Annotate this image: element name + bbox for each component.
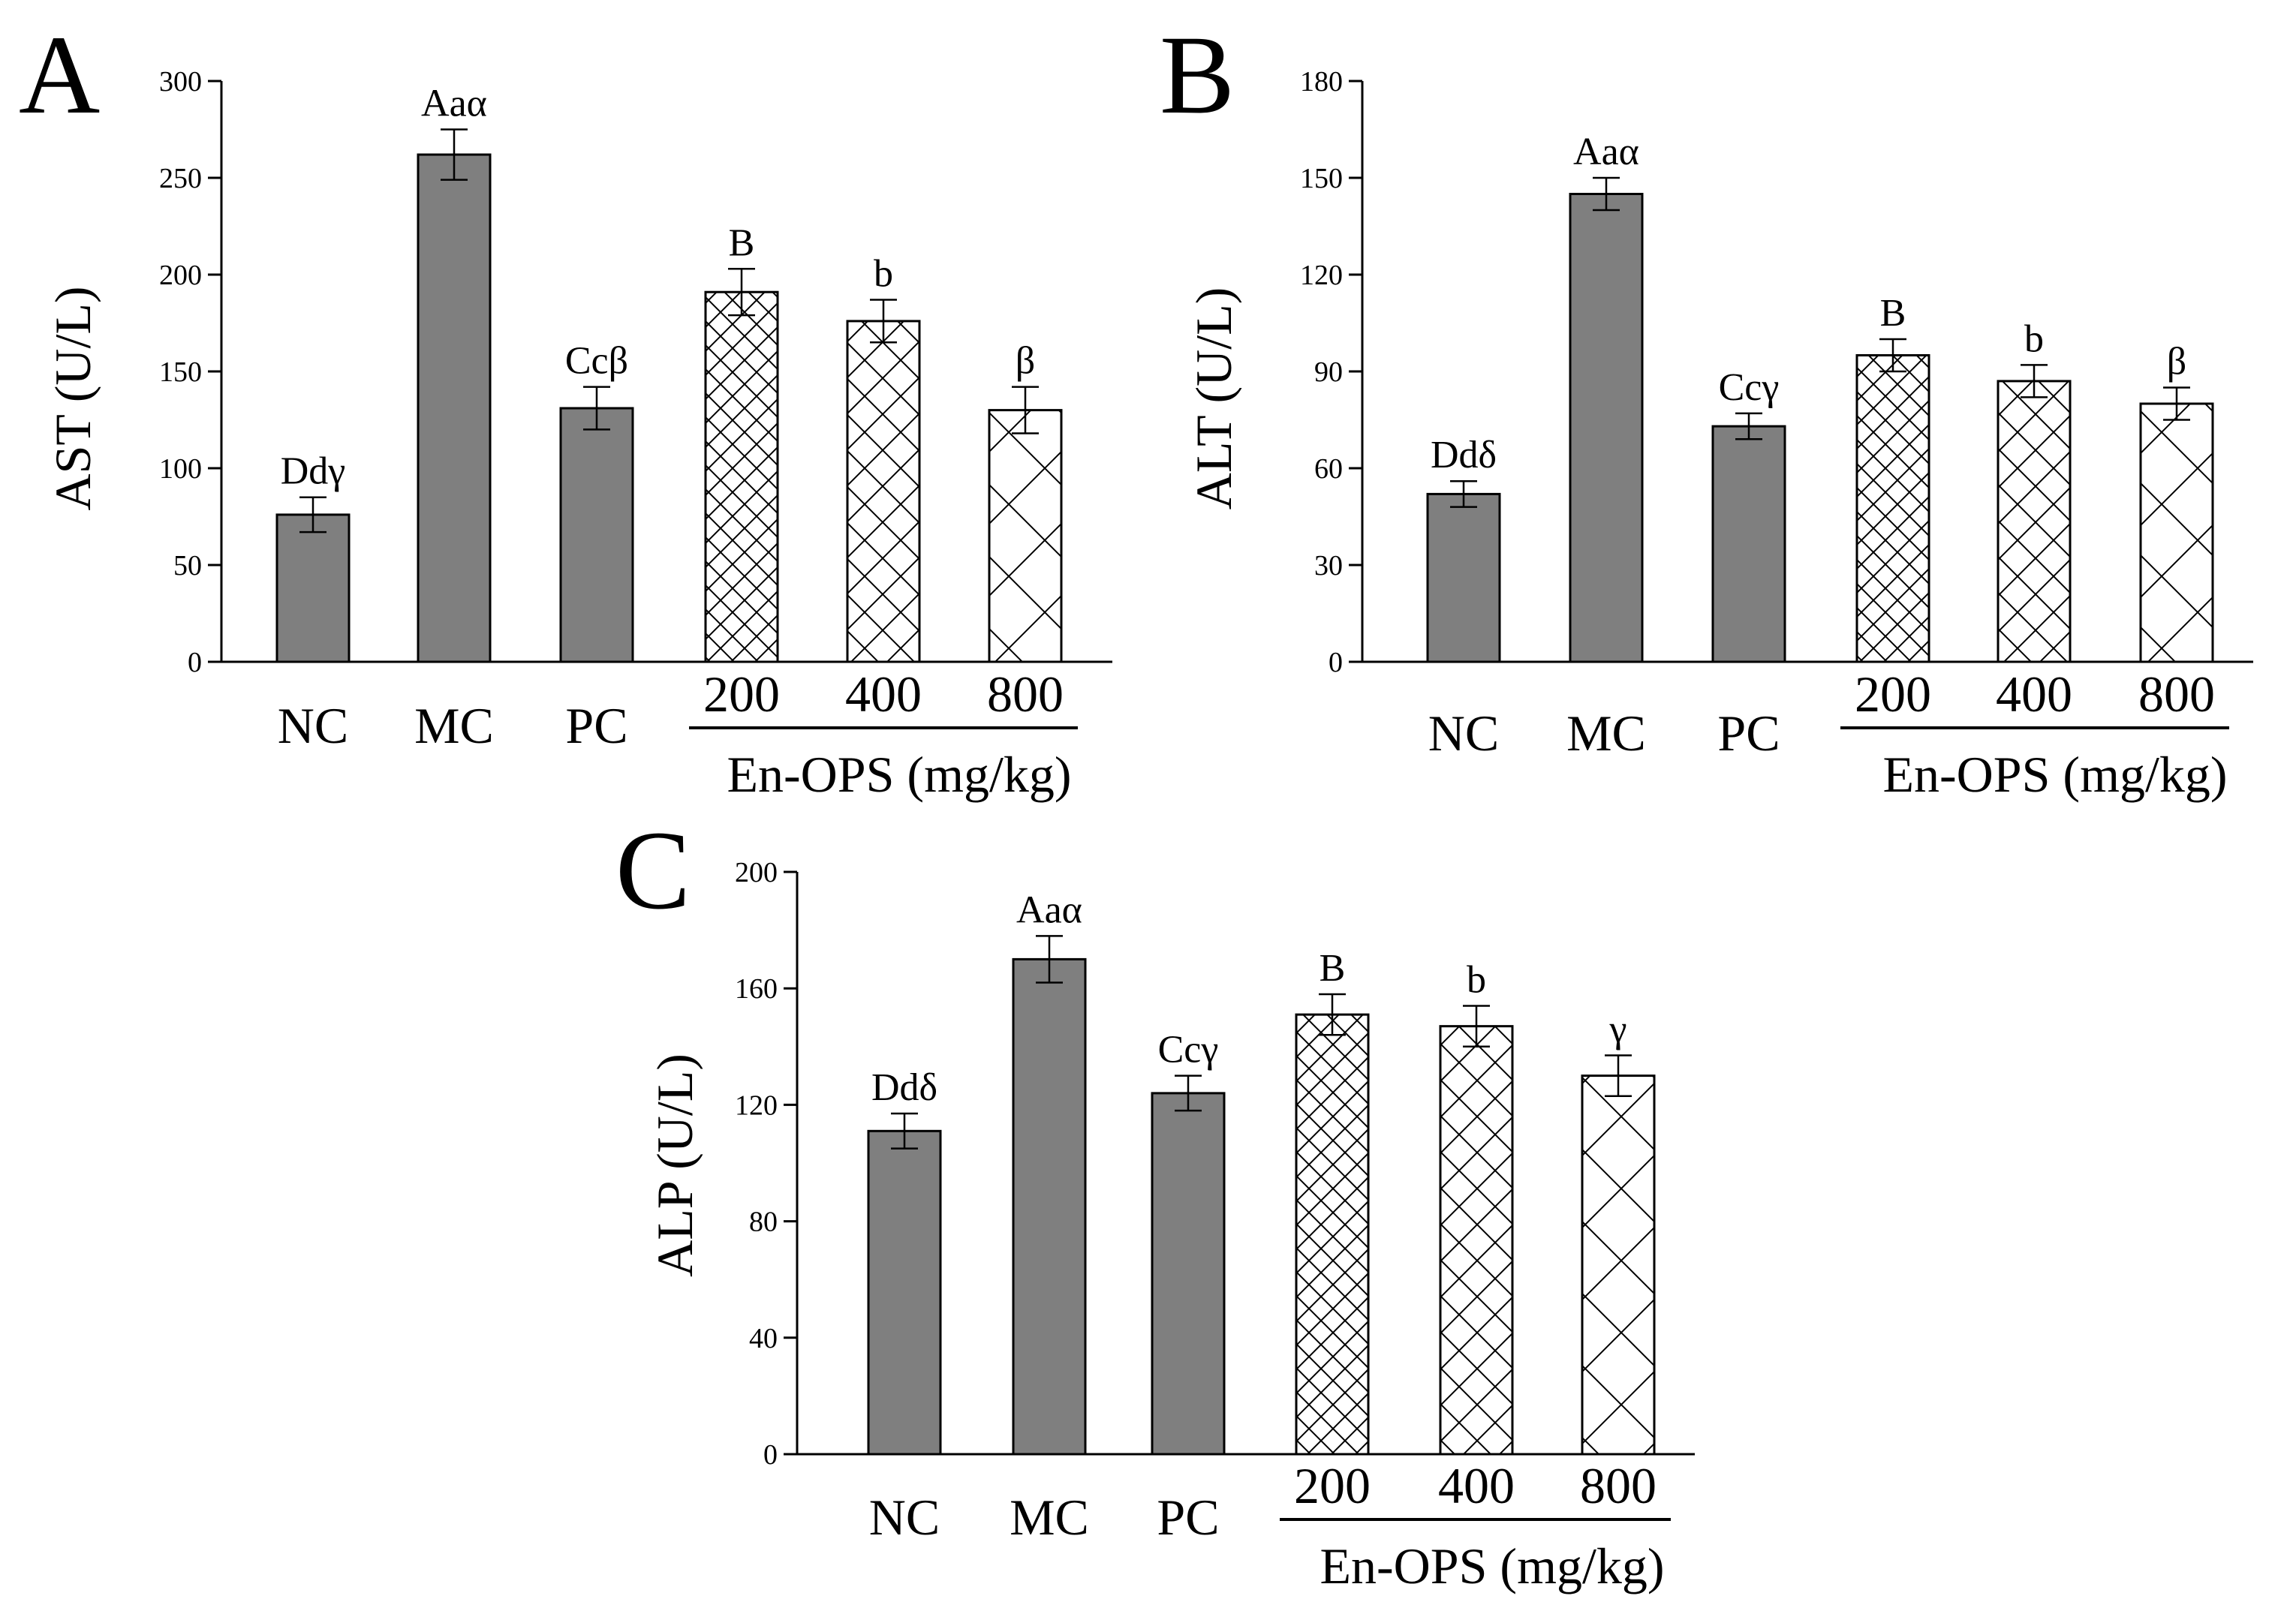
- y-tick-label: 250: [159, 163, 202, 194]
- significance-label: B: [729, 221, 755, 264]
- y-tick-label: 180: [1300, 66, 1343, 98]
- x-tick-label: NC: [869, 1489, 940, 1546]
- bar-NC: [1426, 492, 1501, 663]
- y-tick-label: 0: [1329, 647, 1343, 678]
- x-tick-label: PC: [565, 697, 627, 754]
- significance-label: Aaα: [421, 83, 487, 125]
- y-tick-label: 0: [763, 1439, 778, 1471]
- y-tick-label: 150: [1300, 163, 1343, 194]
- bar-200: [704, 290, 779, 663]
- bar-NC: [275, 513, 351, 663]
- significance-label: B: [1880, 292, 1906, 335]
- bar-800: [988, 409, 1063, 663]
- x-tick-label: MC: [414, 697, 494, 754]
- y-tick-label: 150: [159, 356, 202, 388]
- y-axis-label: ALP (U/L): [646, 1053, 703, 1277]
- significance-label: Ccγ: [1158, 1029, 1219, 1072]
- y-tick-label: 60: [1314, 453, 1343, 485]
- x-tick-label: 800: [2138, 666, 2215, 723]
- bar-MC: [1569, 193, 1644, 663]
- significance-label: Aaα: [1016, 888, 1082, 931]
- y-tick-label: 90: [1314, 356, 1343, 388]
- significance-label: Aaα: [1573, 131, 1639, 173]
- y-tick-label: 300: [159, 66, 202, 98]
- x-tick-label: MC: [1566, 705, 1646, 762]
- bar-800: [2139, 402, 2214, 663]
- panel-b: B ALT (U/L) En-OPS (mg/kg) 0 30 60 90 120 150…: [1160, 13, 2253, 803]
- bar-200: [1295, 1013, 1370, 1456]
- panel-letter: C: [615, 808, 691, 933]
- significance-label: β: [2167, 341, 2186, 383]
- x-tick-label: 800: [987, 666, 1064, 723]
- bar-800: [1581, 1075, 1656, 1456]
- y-tick-label: 50: [173, 550, 202, 582]
- x-tick-label: NC: [1428, 705, 1499, 762]
- x-tick-label: 400: [1996, 666, 2072, 723]
- panel-c: C ALP (U/L) En-OPS (mg/kg) 0 40 80 120 160 20…: [615, 808, 1695, 1594]
- group-label: En-OPS (mg/kg): [1883, 746, 2228, 803]
- significance-label: Ddδ: [1431, 434, 1497, 476]
- significance-label: Ddδ: [871, 1066, 937, 1109]
- y-tick-label: 80: [749, 1207, 778, 1238]
- significance-label: Ccβ: [565, 340, 628, 383]
- y-tick-label: 0: [188, 647, 202, 678]
- significance-label: B: [1320, 947, 1346, 990]
- y-tick-label: 120: [1300, 260, 1343, 291]
- panel-letter: A: [19, 13, 100, 137]
- bar-MC: [1012, 957, 1087, 1456]
- y-tick-label: 160: [735, 973, 778, 1005]
- y-axis-label: ALT (U/L): [1185, 287, 1242, 510]
- bar-PC: [1151, 1092, 1226, 1456]
- y-tick-label: 200: [735, 857, 778, 888]
- x-tick-label: MC: [1010, 1489, 1089, 1546]
- significance-label: Ddγ: [281, 450, 346, 493]
- y-tick-label: 200: [159, 260, 202, 291]
- y-tick-label: 30: [1314, 550, 1343, 582]
- bar-NC: [867, 1129, 942, 1456]
- y-axis-label: AST (U/L): [44, 286, 101, 510]
- significance-label: β: [1016, 340, 1035, 383]
- bar-400: [1997, 380, 2072, 663]
- significance-label: γ: [1609, 1008, 1627, 1050]
- y-tick-label: 120: [735, 1090, 778, 1121]
- x-tick-label: PC: [1717, 705, 1780, 762]
- x-tick-label: 200: [1294, 1457, 1371, 1514]
- bar-400: [846, 320, 921, 663]
- x-tick-label: NC: [278, 697, 348, 754]
- x-tick-label: 400: [845, 666, 922, 723]
- panel-letter: B: [1160, 13, 1235, 137]
- x-tick-label: 800: [1580, 1457, 1657, 1514]
- significance-label: Ccγ: [1719, 366, 1780, 409]
- bar-PC: [1711, 425, 1786, 663]
- bar-PC: [559, 407, 634, 663]
- x-tick-label: 400: [1438, 1457, 1515, 1514]
- group-label: En-OPS (mg/kg): [1320, 1537, 1665, 1594]
- x-tick-label: 200: [703, 666, 780, 723]
- x-tick-label: 200: [1855, 666, 1931, 723]
- significance-label: b: [874, 253, 893, 296]
- panel-a: A AST (U/L) En-OPS (mg/kg) 0 50 100 150 200 2…: [19, 13, 1112, 803]
- significance-label: b: [2024, 317, 2044, 360]
- bar-200: [1855, 354, 1930, 663]
- x-tick-label: PC: [1157, 1489, 1219, 1546]
- y-tick-label: 100: [159, 453, 202, 485]
- bar-MC: [417, 153, 492, 663]
- group-label: En-OPS (mg/kg): [727, 746, 1072, 803]
- significance-label: b: [1467, 958, 1486, 1001]
- y-tick-label: 40: [749, 1323, 778, 1354]
- bar-400: [1439, 1025, 1514, 1456]
